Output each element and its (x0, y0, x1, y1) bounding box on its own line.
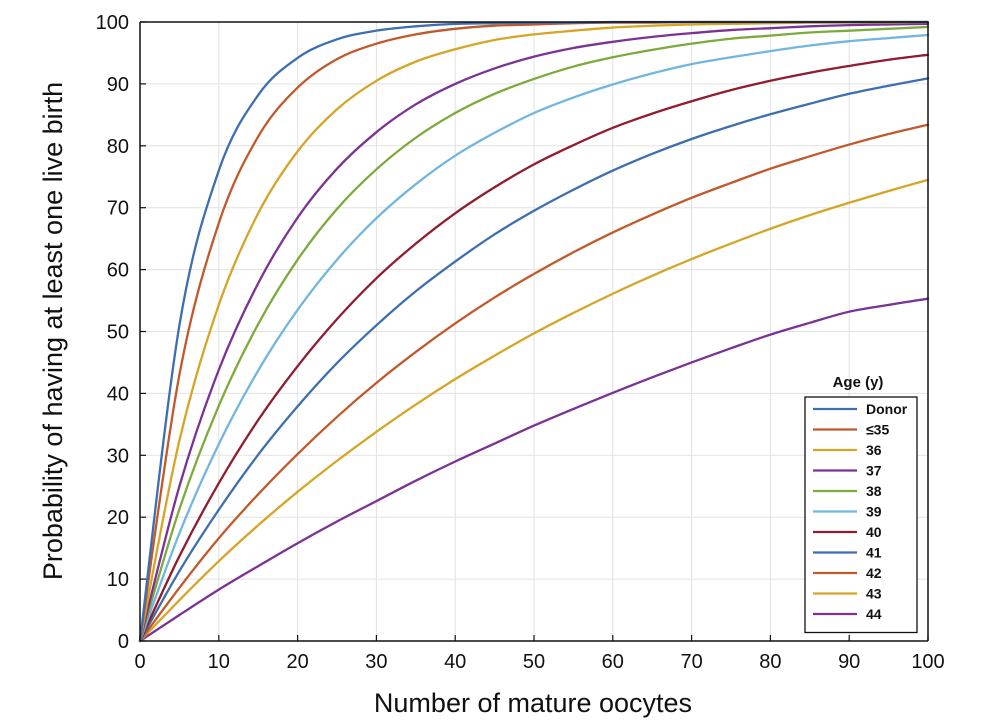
legend-entry: 41 (866, 545, 882, 561)
y-tick-label: 90 (107, 74, 129, 96)
x-tick-label: 10 (208, 651, 230, 673)
x-tick-label: 60 (602, 651, 624, 673)
axes (139, 21, 929, 642)
x-tick-label: 70 (680, 651, 702, 673)
y-tick-label: 20 (107, 507, 129, 529)
y-tick-label: 80 (107, 136, 129, 158)
y-tick-label: 0 (118, 631, 129, 653)
x-tick-label: 30 (365, 651, 387, 673)
series-line-41 (138, 77, 930, 643)
series-line-40 (138, 53, 930, 643)
legend-entry: 42 (866, 565, 882, 581)
x-tick-label: 50 (523, 651, 545, 673)
y-tick-label: 60 (107, 260, 129, 282)
legend-box (804, 396, 918, 634)
legend-entry: 37 (866, 463, 882, 479)
series-lines (138, 20, 930, 643)
tick-labels: 0 10 20 30 40 50 60 70 80 90 100 0 10 20 30 40 50 60 70 80 9… (96, 12, 945, 673)
legend-entry: ≤35 (866, 422, 889, 438)
series-line-38 (138, 25, 930, 643)
legend: Age (y) Donor ≤35 36 37 38 39 40 41 42 43 44 (804, 374, 918, 634)
x-tick-label: 100 (911, 651, 944, 673)
x-tick-label: 20 (286, 651, 308, 673)
x-tick-label: 40 (444, 651, 466, 673)
legend-entry: 43 (866, 586, 882, 602)
x-tick-label: 80 (759, 651, 781, 673)
series-line-42 (138, 123, 930, 643)
x-axis-label: Number of mature oocytes (374, 688, 692, 718)
legend-entry: 40 (866, 524, 882, 540)
y-tick-label: 70 (107, 198, 129, 220)
legend-entry: 38 (866, 483, 882, 499)
x-tick-label: 90 (838, 651, 860, 673)
y-tick-label: 50 (107, 322, 129, 344)
y-axis-label: Probability of having at least one live … (38, 82, 68, 580)
series-line-44 (138, 297, 930, 643)
legend-entry: 39 (866, 504, 882, 520)
y-tick-label: 10 (107, 569, 129, 591)
series-line-39 (138, 33, 930, 643)
legend-entry: Donor (866, 401, 908, 417)
y-tick-label: 40 (107, 383, 129, 405)
legend-entry: 44 (866, 606, 882, 622)
y-tick-label: 100 (96, 12, 129, 34)
legend-title: Age (y) (833, 374, 884, 391)
series-line-37 (138, 22, 930, 643)
legend-entry: 36 (866, 442, 882, 458)
series-line-43 (138, 178, 930, 643)
x-tick-label: 0 (134, 651, 145, 673)
y-tick-label: 30 (107, 445, 129, 467)
